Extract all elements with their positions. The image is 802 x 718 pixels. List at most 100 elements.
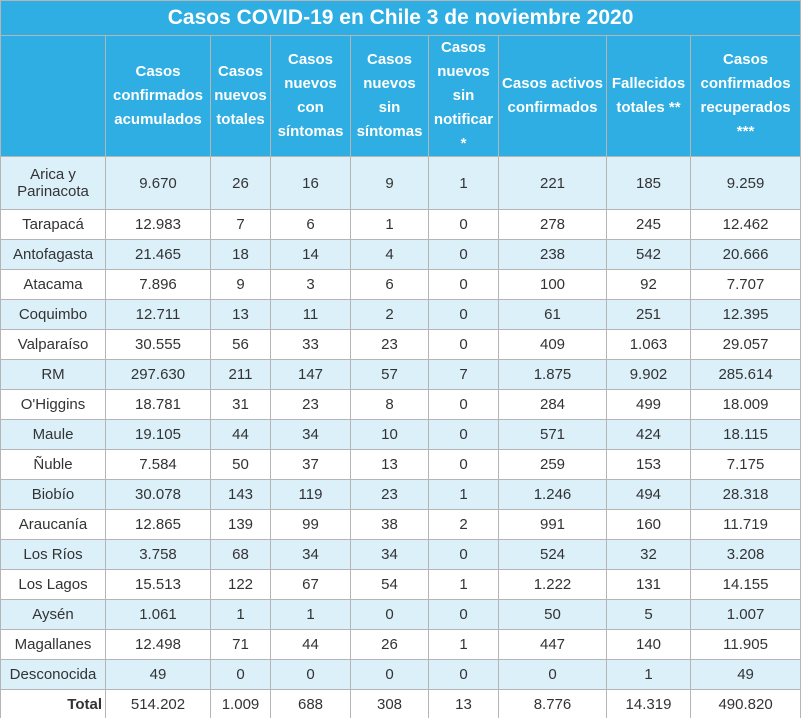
region-cell: Los Ríos [0, 539, 106, 570]
value-cell: 8 [350, 389, 429, 420]
table-row: Coquimbo 12.711 13 11 2 0 61 251 12.395 [0, 299, 802, 330]
table-row: Araucanía 12.865 139 99 38 2 991 160 11.719 [0, 509, 802, 540]
value-cell: 499 [606, 389, 691, 420]
table-row: Aysén 1.061 1 1 0 0 50 5 1.007 [0, 599, 802, 630]
total-cell: 308 [350, 689, 429, 718]
title-row: Casos COVID-19 en Chile 3 de noviembre 2… [0, 0, 802, 36]
value-cell: 49 [105, 659, 211, 690]
value-cell: 1.875 [498, 359, 607, 390]
value-cell: 131 [606, 569, 691, 600]
total-cell: 14.319 [606, 689, 691, 718]
value-cell: 92 [606, 269, 691, 300]
value-cell: 1.222 [498, 569, 607, 600]
table-row: Biobío 30.078 143 119 23 1 1.246 494 28.318 [0, 479, 802, 510]
region-cell: Aysén [0, 599, 106, 630]
value-cell: 278 [498, 209, 607, 240]
value-cell: 2 [428, 509, 499, 540]
table-row: Magallanes 12.498 71 44 26 1 447 140 11.905 [0, 629, 802, 660]
header-cell: Fallecidos totales ** [606, 35, 691, 157]
total-cell: 514.202 [105, 689, 211, 718]
value-cell: 10 [350, 419, 429, 450]
total-cell: 1.009 [210, 689, 271, 718]
header-cell: Casos activos confirmados [498, 35, 607, 157]
value-cell: 9.670 [105, 156, 211, 210]
value-cell: 185 [606, 156, 691, 210]
value-cell: 16 [270, 156, 351, 210]
value-cell: 3.208 [689, 539, 802, 570]
value-cell: 0 [428, 389, 499, 420]
table-row: RM 297.630 211 147 57 7 1.875 9.902 285.614 [0, 359, 802, 390]
table-row: Tarapacá 12.983 7 6 1 0 278 245 12.462 [0, 209, 802, 240]
value-cell: 18 [210, 239, 271, 270]
region-cell: Maule [0, 419, 106, 450]
table-row: O'Higgins 18.781 31 23 8 0 284 499 18.009 [0, 389, 802, 420]
value-cell: 38 [350, 509, 429, 540]
region-cell: Tarapacá [0, 209, 106, 240]
value-cell: 12.395 [689, 299, 802, 330]
header-cell: Casos confirmados recuperados *** [689, 35, 802, 157]
value-cell: 14 [270, 239, 351, 270]
value-cell: 0 [428, 599, 499, 630]
value-cell: 1 [350, 209, 429, 240]
region-cell: Los Lagos [0, 569, 106, 600]
region-cell: Arica y Parinacota [0, 156, 106, 210]
value-cell: 0 [428, 269, 499, 300]
value-cell: 4 [350, 239, 429, 270]
value-cell: 30.555 [105, 329, 211, 360]
value-cell: 21.465 [105, 239, 211, 270]
value-cell: 1 [428, 569, 499, 600]
value-cell: 211 [210, 359, 271, 390]
value-cell: 9.259 [689, 156, 802, 210]
value-cell: 34 [350, 539, 429, 570]
header-cell [0, 35, 106, 157]
value-cell: 297.630 [105, 359, 211, 390]
value-cell: 245 [606, 209, 691, 240]
value-cell: 7.896 [105, 269, 211, 300]
value-cell: 28.318 [689, 479, 802, 510]
value-cell: 3.758 [105, 539, 211, 570]
region-cell: Desconocida [0, 659, 106, 690]
table-row: Antofagasta 21.465 18 14 4 0 238 542 20.666 [0, 239, 802, 270]
table-title: Casos COVID-19 en Chile 3 de noviembre 2… [0, 0, 802, 36]
value-cell: 15.513 [105, 569, 211, 600]
value-cell: 37 [270, 449, 351, 480]
region-cell: Magallanes [0, 629, 106, 660]
total-cell: 490.820 [689, 689, 802, 718]
value-cell: 0 [428, 329, 499, 360]
value-cell: 71 [210, 629, 271, 660]
value-cell: 9 [210, 269, 271, 300]
value-cell: 0 [350, 659, 429, 690]
value-cell: 0 [350, 599, 429, 630]
value-cell: 13 [210, 299, 271, 330]
value-cell: 12.983 [105, 209, 211, 240]
value-cell: 1 [428, 156, 499, 210]
value-cell: 119 [270, 479, 351, 510]
value-cell: 542 [606, 239, 691, 270]
value-cell: 140 [606, 629, 691, 660]
value-cell: 12.462 [689, 209, 802, 240]
value-cell: 143 [210, 479, 271, 510]
region-cell: Valparaíso [0, 329, 106, 360]
value-cell: 0 [428, 299, 499, 330]
value-cell: 9.902 [606, 359, 691, 390]
value-cell: 3 [270, 269, 351, 300]
value-cell: 18.115 [689, 419, 802, 450]
value-cell: 50 [498, 599, 607, 630]
table-row: Los Ríos 3.758 68 34 34 0 524 32 3.208 [0, 539, 802, 570]
value-cell: 26 [350, 629, 429, 660]
value-cell: 99 [270, 509, 351, 540]
value-cell: 2 [350, 299, 429, 330]
value-cell: 1.246 [498, 479, 607, 510]
value-cell: 447 [498, 629, 607, 660]
value-cell: 139 [210, 509, 271, 540]
value-cell: 0 [428, 239, 499, 270]
value-cell: 1 [428, 479, 499, 510]
value-cell: 0 [210, 659, 271, 690]
value-cell: 409 [498, 329, 607, 360]
value-cell: 259 [498, 449, 607, 480]
value-cell: 7 [210, 209, 271, 240]
value-cell: 153 [606, 449, 691, 480]
value-cell: 61 [498, 299, 607, 330]
value-cell: 7 [428, 359, 499, 390]
